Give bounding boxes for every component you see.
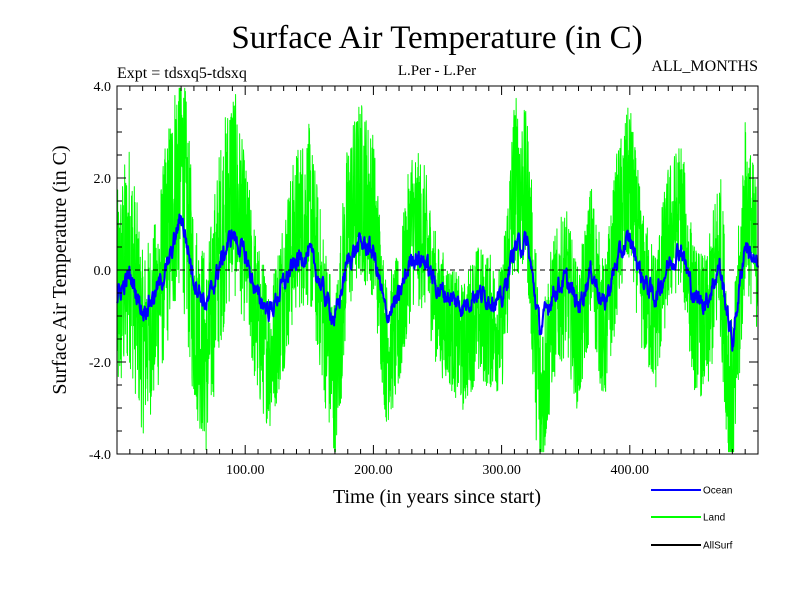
y-tick-label: -4.0	[89, 448, 111, 463]
chart-subtitle-center: L.Per - L.Per	[398, 63, 476, 79]
legend-label-ocean: Ocean	[703, 486, 732, 497]
chart-title: Surface Air Temperature (in C)	[231, 20, 642, 56]
series-line-ocean	[116, 213, 759, 352]
y-axis-label: Surface Air Temperature (in C)	[49, 145, 71, 394]
legend-label-allsurf: AllSurf	[703, 541, 733, 552]
x-axis-label: Time (in years since start)	[333, 486, 541, 508]
legend-label-land: Land	[703, 513, 725, 524]
legend: Ocean Land AllSurf	[651, 486, 733, 552]
x-tick-label: 300.00	[482, 463, 521, 478]
chart-subtitle-left: Expt = tdsxq5-tdsxq	[117, 65, 247, 82]
chart-subtitle-right: ALL_MONTHS	[651, 58, 758, 75]
x-tick-label: 200.00	[354, 463, 393, 478]
y-tick-label: 0.0	[94, 264, 112, 279]
tick-layer: -4.0 -2.0 0.0 2.0 4.0 100.00 200.00 300.00 400.0…	[89, 80, 758, 478]
y-tick-label: 4.0	[94, 80, 112, 95]
y-tick-label: 2.0	[94, 172, 112, 187]
series-layer	[116, 87, 759, 453]
x-tick-label: 100.00	[226, 463, 265, 478]
series-line-land	[116, 87, 759, 453]
y-tick-label: -2.0	[89, 356, 111, 371]
x-tick-label: 400.00	[611, 463, 650, 478]
